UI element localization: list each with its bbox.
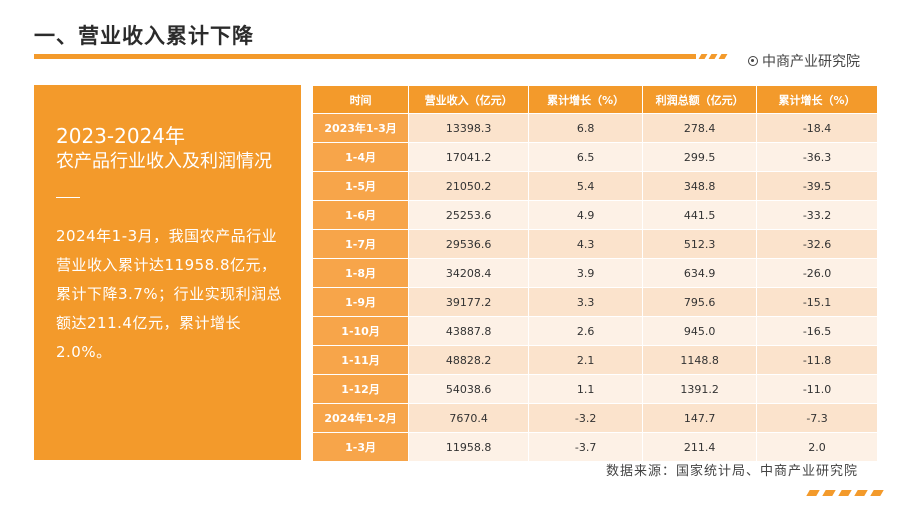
cell-revenue: 7670.4 (408, 403, 530, 433)
cell-revenue-growth: -3.7 (528, 432, 644, 461)
cell-revenue-growth: 1.1 (528, 374, 644, 404)
cell-period: 1-3月 (313, 432, 410, 461)
header-cell-revenue-growth: 累计增长（%） (528, 86, 644, 114)
cell-profit: 945.0 (642, 316, 758, 346)
data-table-container: 时间 营业收入（亿元） 累计增长（%） 利润总额（亿元） 累计增长（%） 202… (313, 86, 878, 461)
table-row: 2023年1-3月 13398.3 6.8 278.4 -18.4 (313, 113, 878, 143)
cell-revenue-growth: 6.5 (528, 142, 644, 172)
cell-profit-growth: 2.0 (756, 432, 878, 461)
table-row: 1-11月 48828.2 2.1 1148.8 -11.8 (313, 345, 878, 375)
header-cell-profit: 利润总额（亿元） (642, 86, 758, 114)
panel-year: 2023-2024年 (56, 124, 186, 148)
table-row: 1-5月 21050.2 5.4 348.8 -39.5 (313, 171, 878, 201)
summary-panel: 2023-2024年 农产品行业收入及利润情况 2024年1-3月，我国农产品行… (34, 85, 301, 460)
cell-period: 1-4月 (313, 142, 410, 172)
cell-revenue-growth: 3.9 (528, 258, 644, 288)
cell-revenue-growth: 5.4 (528, 171, 644, 201)
cell-revenue-growth: 3.3 (528, 287, 644, 317)
cell-profit-growth: -26.0 (756, 258, 878, 288)
cell-profit-growth: -18.4 (756, 113, 878, 143)
cell-revenue-growth: 6.8 (528, 113, 644, 143)
cell-revenue-growth: 4.9 (528, 200, 644, 230)
panel-body-text: 2024年1-3月，我国农产品行业营业收入累计达11958.8亿元，累计下降3.… (56, 227, 283, 361)
cell-profit-growth: -15.1 (756, 287, 878, 317)
cell-period: 1-9月 (313, 287, 410, 317)
cell-profit: 795.6 (642, 287, 758, 317)
cell-profit-growth: -11.0 (756, 374, 878, 404)
table-row: 1-6月 25253.6 4.9 441.5 -33.2 (313, 200, 878, 230)
cell-revenue: 11958.8 (408, 432, 530, 461)
cell-profit: 147.7 (642, 403, 758, 433)
cell-revenue: 34208.4 (408, 258, 530, 288)
page-title: 一、营业收入累计下降 (34, 24, 254, 48)
cell-profit: 512.3 (642, 229, 758, 259)
panel-subtitle: 农产品行业收入及利润情况 (56, 151, 272, 172)
cell-revenue: 17041.2 (408, 142, 530, 172)
header-cell-revenue: 营业收入（亿元） (408, 86, 530, 114)
brand-icon (748, 56, 758, 66)
cell-period: 2024年1-2月 (313, 403, 410, 433)
table-row: 1-4月 17041.2 6.5 299.5 -36.3 (313, 142, 878, 172)
cell-profit-growth: -32.6 (756, 229, 878, 259)
cell-profit-growth: -16.5 (756, 316, 878, 346)
cell-revenue-growth: 2.6 (528, 316, 644, 346)
table-row: 1-7月 29536.6 4.3 512.3 -32.6 (313, 229, 878, 259)
cell-period: 1-6月 (313, 200, 410, 230)
cell-period: 1-10月 (313, 316, 410, 346)
cell-profit: 278.4 (642, 113, 758, 143)
header-cell-period: 时间 (313, 86, 410, 114)
header-cell-profit-growth: 累计增长（%） (756, 86, 878, 114)
cell-revenue-growth: 2.1 (528, 345, 644, 375)
brand-name: 中商产业研究院 (762, 54, 860, 70)
cell-revenue: 54038.6 (408, 374, 530, 404)
cell-profit-growth: -33.2 (756, 200, 878, 230)
cell-profit: 299.5 (642, 142, 758, 172)
cell-revenue-growth: -3.2 (528, 403, 644, 433)
table-row: 1-10月 43887.8 2.6 945.0 -16.5 (313, 316, 878, 346)
cell-revenue: 39177.2 (408, 287, 530, 317)
cell-period: 1-7月 (313, 229, 410, 259)
cell-profit-growth: -11.8 (756, 345, 878, 375)
cell-period: 1-8月 (313, 258, 410, 288)
cell-profit-growth: -39.5 (756, 171, 878, 201)
cell-profit: 1148.8 (642, 345, 758, 375)
cell-profit: 211.4 (642, 432, 758, 461)
table-row: 2024年1-2月 7670.4 -3.2 147.7 -7.3 (313, 403, 878, 433)
table-header-row: 时间 营业收入（亿元） 累计增长（%） 利润总额（亿元） 累计增长（%） (313, 86, 878, 114)
cell-revenue: 25253.6 (408, 200, 530, 230)
cell-period: 1-11月 (313, 345, 410, 375)
brand-logo: 中商产业研究院 (748, 51, 860, 71)
cell-revenue: 13398.3 (408, 113, 530, 143)
cell-revenue: 48828.2 (408, 345, 530, 375)
cell-revenue-growth: 4.3 (528, 229, 644, 259)
cell-period: 1-5月 (313, 171, 410, 201)
table-row: 1-9月 39177.2 3.3 795.6 -15.1 (313, 287, 878, 317)
cell-profit: 348.8 (642, 171, 758, 201)
header-stripes (698, 54, 740, 59)
cell-revenue: 43887.8 (408, 316, 530, 346)
cell-period: 1-12月 (313, 374, 410, 404)
table-row: 1-8月 34208.4 3.9 634.9 -26.0 (313, 258, 878, 288)
cell-period: 2023年1-3月 (313, 113, 410, 143)
table-row: 1-3月 11958.8 -3.7 211.4 2.0 (313, 432, 878, 461)
title-underline (34, 54, 696, 59)
cell-profit: 441.5 (642, 200, 758, 230)
cell-profit: 634.9 (642, 258, 758, 288)
cell-revenue: 29536.6 (408, 229, 530, 259)
footer-stripes (806, 490, 898, 496)
data-source: 数据来源：国家统计局、中商产业研究院 (606, 464, 859, 479)
cell-profit: 1391.2 (642, 374, 758, 404)
cell-profit-growth: -36.3 (756, 142, 878, 172)
panel-divider (56, 197, 80, 198)
cell-profit-growth: -7.3 (756, 403, 878, 433)
revenue-profit-table: 时间 营业收入（亿元） 累计增长（%） 利润总额（亿元） 累计增长（%） 202… (313, 86, 878, 461)
cell-revenue: 21050.2 (408, 171, 530, 201)
table-row: 1-12月 54038.6 1.1 1391.2 -11.0 (313, 374, 878, 404)
